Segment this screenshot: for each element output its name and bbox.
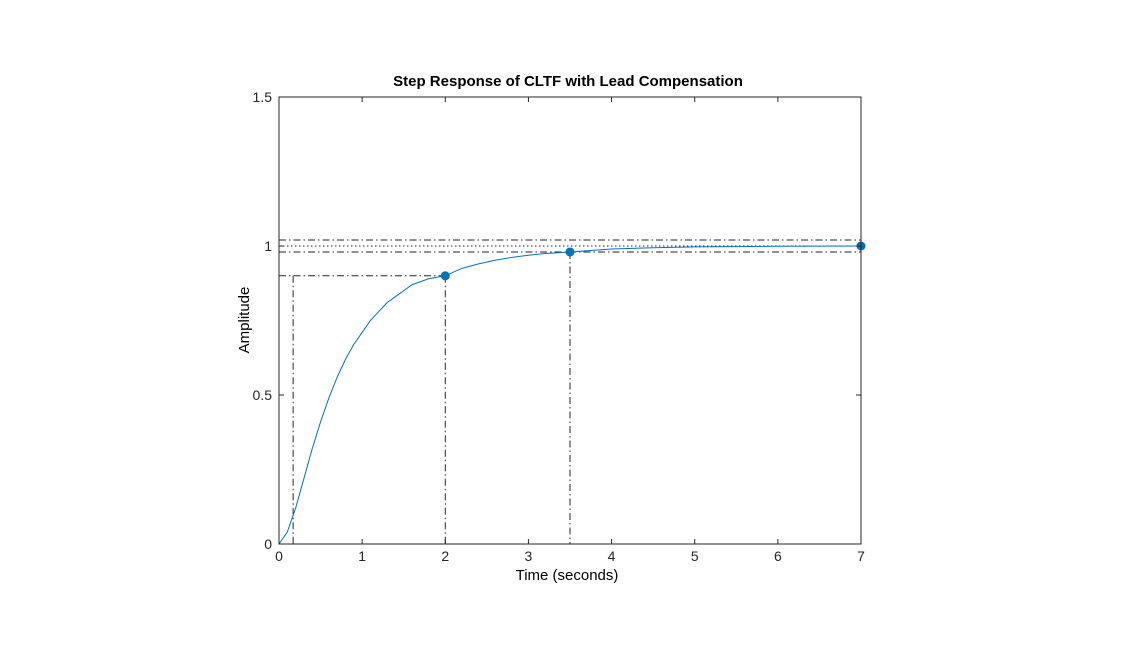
x-axis-label: Time (seconds) bbox=[516, 567, 619, 584]
response-curve-layer bbox=[278, 245, 862, 545]
axes-box bbox=[278, 96, 862, 545]
characteristic-point-marker bbox=[565, 247, 575, 257]
x-tick-label: 0 bbox=[275, 548, 283, 564]
x-tick-label: 3 bbox=[525, 548, 533, 564]
x-tick-label: 5 bbox=[691, 548, 699, 564]
x-tick-label: 2 bbox=[441, 548, 449, 564]
y-tick-label: 1.5 bbox=[253, 89, 273, 105]
step-response-curve bbox=[278, 245, 862, 545]
axis-ticks: 0 1 2 3 4 5 6 7 0 0.5 1 1.5 bbox=[253, 89, 866, 564]
x-tick-label: 6 bbox=[774, 548, 782, 564]
y-tick-label: 0 bbox=[264, 536, 272, 552]
chart-title: Step Response of CLTF with Lead Compensa… bbox=[393, 73, 743, 90]
y-tick-label: 0.5 bbox=[253, 387, 273, 403]
characteristic-point-marker bbox=[440, 271, 450, 281]
x-tick-label: 4 bbox=[608, 548, 616, 564]
characteristic-markers bbox=[440, 241, 866, 281]
y-tick-label: 1 bbox=[264, 238, 272, 254]
y-axis-label: Amplitude bbox=[236, 287, 253, 354]
x-tick-label: 7 bbox=[857, 548, 865, 564]
x-tick-label: 1 bbox=[358, 548, 366, 564]
